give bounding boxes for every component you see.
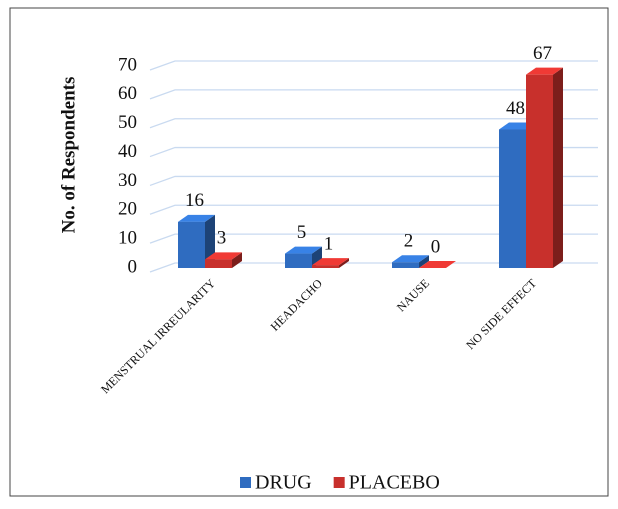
y-tick-label: 40 <box>118 141 137 162</box>
value-label: 16 <box>185 190 204 211</box>
value-label: 2 <box>404 231 414 252</box>
grid-line <box>149 204 598 215</box>
value-label: 1 <box>324 233 334 254</box>
grid-line <box>149 175 598 187</box>
bar-top <box>178 214 215 222</box>
value-label: 48 <box>506 98 525 119</box>
y-tick-label: 10 <box>118 228 137 249</box>
bar-top <box>312 258 349 266</box>
bar <box>312 265 339 268</box>
value-label: 0 <box>431 236 441 257</box>
grid-line <box>149 118 598 129</box>
bar <box>205 259 232 268</box>
grid-line <box>149 89 598 100</box>
y-tick-label: 20 <box>118 199 137 220</box>
bar-side <box>419 255 429 268</box>
value-label: 3 <box>217 228 227 249</box>
bar-top <box>285 246 322 254</box>
y-axis-label: No. of Respondents <box>58 77 79 234</box>
grid-line <box>149 233 598 244</box>
bar-side <box>232 252 242 268</box>
bar-side <box>339 258 349 268</box>
bar <box>526 74 553 269</box>
grid-line <box>149 60 598 71</box>
bar <box>392 262 419 268</box>
value-label: 5 <box>297 222 307 243</box>
legend-label: DRUG <box>255 472 312 494</box>
grid-line <box>149 146 598 158</box>
bar-top <box>526 67 563 75</box>
bar-top <box>419 261 456 268</box>
y-tick-label: 30 <box>118 170 137 191</box>
grid-line <box>149 262 598 273</box>
y-tick-label: 0 <box>128 256 138 277</box>
bar-top <box>392 255 429 263</box>
bar-side <box>553 67 563 269</box>
bar-top <box>205 252 242 260</box>
y-tick-label: 50 <box>118 112 137 133</box>
legend-label: PLACEBO <box>349 472 440 494</box>
y-tick-label: 60 <box>118 83 137 104</box>
bar <box>499 129 526 268</box>
bar <box>285 253 312 268</box>
value-label: 67 <box>533 43 552 64</box>
bar <box>178 221 205 268</box>
y-tick-label: 70 <box>118 54 137 75</box>
legend-swatch <box>240 477 251 488</box>
legend-swatch <box>333 477 345 488</box>
